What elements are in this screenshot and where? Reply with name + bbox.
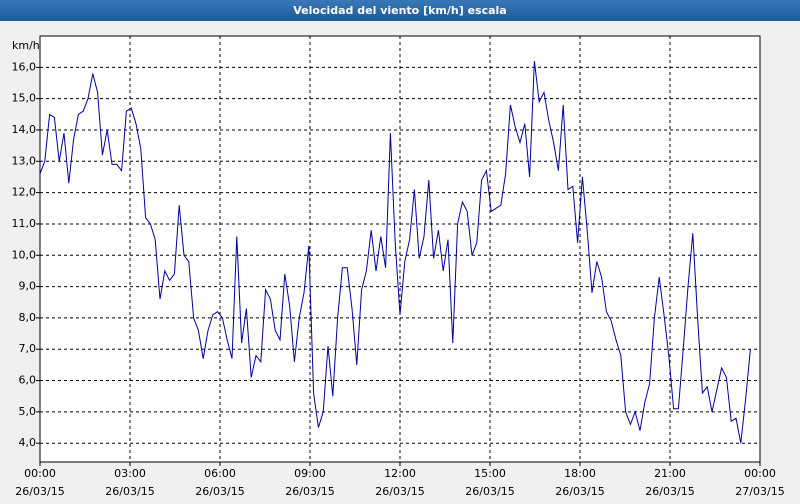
y-tick-label: 8,0: [19, 311, 37, 324]
x-tick-label-line: 26/03/15: [105, 485, 154, 498]
x-tick-label-line: 26/03/15: [555, 485, 604, 498]
x-tick-label-line: 09:00: [294, 467, 326, 480]
x-tick-label: 21:00 26/03/15: [645, 467, 694, 498]
y-axis-label: km/h: [12, 39, 40, 52]
x-tick-label: 00:00 26/03/15: [15, 467, 64, 498]
x-tick-label: 15:00 26/03/15: [465, 467, 514, 498]
x-tick-label: 06:00 26/03/15: [195, 467, 244, 498]
x-tick-label: 18:00 26/03/15: [555, 467, 604, 498]
x-tick-label: 09:00 26/03/15: [285, 467, 334, 498]
y-tick-label: 13,0: [12, 154, 37, 167]
y-tick-label: 5,0: [19, 405, 37, 418]
x-tick-label-line: 21:00: [654, 467, 686, 480]
x-tick-label-line: 26/03/15: [15, 485, 64, 498]
x-tick-label-line: 03:00: [114, 467, 146, 480]
x-tick-label-line: 26/03/15: [375, 485, 424, 498]
title-bar: [0, 0, 800, 21]
x-tick-label-line: 27/03/15: [735, 485, 784, 498]
chart-title: Velocidad del viento [km/h] escala: [293, 4, 506, 17]
x-tick-label-line: 12:00: [384, 467, 416, 480]
x-tick-label-line: 26/03/15: [285, 485, 334, 498]
y-tick-label: 9,0: [19, 280, 37, 293]
y-tick-label: 16,0: [12, 60, 37, 73]
x-tick-label-line: 00:00: [24, 467, 56, 480]
y-tick-label: 11,0: [12, 217, 37, 230]
x-tick-label-line: 15:00: [474, 467, 506, 480]
x-tick-label-line: 18:00: [564, 467, 596, 480]
y-tick-label: 4,0: [19, 436, 37, 449]
y-tick-label: 14,0: [12, 123, 37, 136]
y-tick-label: 7,0: [19, 342, 37, 355]
x-tick-label-line: 26/03/15: [465, 485, 514, 498]
y-tick-label: 6,0: [19, 374, 37, 387]
wind-speed-line: [39, 61, 751, 444]
x-tick-label-line: 06:00: [204, 467, 236, 480]
y-tick-label: 12,0: [12, 186, 37, 199]
y-tick-label: 15,0: [12, 92, 37, 105]
x-tick-label: 03:00 26/03/15: [105, 467, 154, 498]
x-tick-label: 00:00 27/03/15: [735, 467, 784, 498]
x-tick-label-line: 26/03/15: [195, 485, 244, 498]
y-tick-label: 10,0: [12, 248, 37, 261]
x-tick-label-line: 26/03/15: [645, 485, 694, 498]
x-tick-label: 12:00 26/03/15: [375, 467, 424, 498]
x-tick-label-line: 00:00: [744, 467, 776, 480]
